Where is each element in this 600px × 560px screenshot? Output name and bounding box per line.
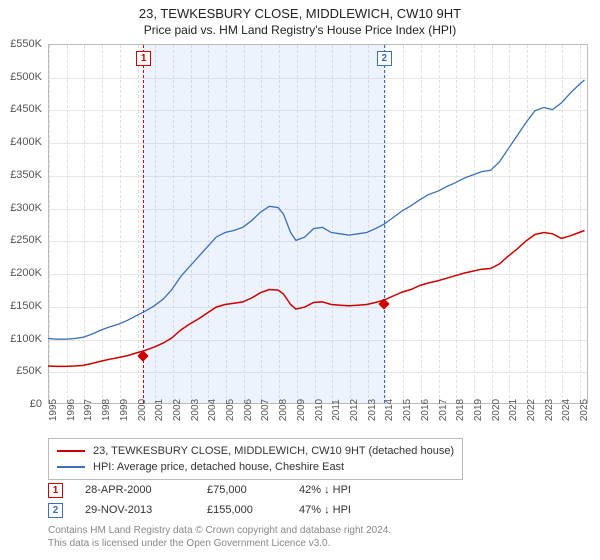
y-axis-label: £350K <box>10 169 42 181</box>
transaction-row: 2 29-NOV-2013 £155,000 47% ↓ HPI <box>48 500 389 520</box>
x-axis-label: 2012 <box>349 399 360 421</box>
x-axis-label: 2017 <box>438 399 449 421</box>
x-axis-label: 2016 <box>420 399 431 421</box>
x-axis-label: 1997 <box>83 399 94 421</box>
y-axis-label: £250K <box>10 234 42 246</box>
x-axis-label: 2013 <box>367 399 378 421</box>
x-axis-label: 1999 <box>119 399 130 421</box>
x-axis-label: 2023 <box>544 399 555 421</box>
plot-area: 12 £0£50K£100K£150K£200K£250K£300K£350K£… <box>48 44 588 404</box>
x-axis-label: 2007 <box>260 399 271 421</box>
x-axis-label: 2004 <box>207 399 218 421</box>
x-axis-label: 1995 <box>48 399 59 421</box>
transaction-date: 28-APR-2000 <box>85 484 185 496</box>
y-axis-label: £100K <box>10 333 42 345</box>
x-axis-label: 2015 <box>402 399 413 421</box>
x-axis-label: 2006 <box>243 399 254 421</box>
y-axis-label: £500K <box>10 71 42 83</box>
x-axis-label: 2014 <box>384 399 395 421</box>
x-axis-label: 2008 <box>278 399 289 421</box>
chart-titles: 23, TEWKESBURY CLOSE, MIDDLEWICH, CW10 9… <box>0 0 600 39</box>
transaction-row: 1 28-APR-2000 £75,000 42% ↓ HPI <box>48 480 389 500</box>
y-axis-label: £400K <box>10 136 42 148</box>
x-axis-label: 2005 <box>225 399 236 421</box>
legend-item: HPI: Average price, detached house, Ches… <box>57 459 454 475</box>
legend-swatch <box>57 450 85 452</box>
series-line-price_paid <box>48 231 585 367</box>
transaction-marker-box: 1 <box>48 483 63 498</box>
series-line-hpi <box>48 80 585 339</box>
y-axis-label: £150K <box>10 300 42 312</box>
x-axis-label: 2001 <box>154 399 165 421</box>
x-axis-label: 2010 <box>314 399 325 421</box>
y-axis-label: £300K <box>10 202 42 214</box>
y-axis-label: £200K <box>10 267 42 279</box>
x-axis-label: 2011 <box>331 399 342 421</box>
x-axis-label: 2020 <box>491 399 502 421</box>
transaction-list: 1 28-APR-2000 £75,000 42% ↓ HPI 2 29-NOV-2013… <box>48 480 389 520</box>
transaction-date: 29-NOV-2013 <box>85 504 185 516</box>
x-axis-label: 2019 <box>473 399 484 421</box>
chart-container: 23, TEWKESBURY CLOSE, MIDDLEWICH, CW10 9… <box>0 0 600 560</box>
transaction-hpi-delta: 47% ↓ HPI <box>299 504 389 516</box>
x-axis-label: 2025 <box>579 399 590 421</box>
x-axis-label: 1996 <box>66 399 77 421</box>
footer-line2: This data is licensed under the Open Gov… <box>48 537 391 550</box>
y-axis-label: £50K <box>16 365 42 377</box>
footer-line1: Contains HM Land Registry data © Crown c… <box>48 524 391 537</box>
legend-swatch <box>57 466 85 468</box>
transaction-hpi-delta: 42% ↓ HPI <box>299 484 389 496</box>
legend: 23, TEWKESBURY CLOSE, MIDDLEWICH, CW10 9… <box>48 438 463 480</box>
legend-label: HPI: Average price, detached house, Ches… <box>93 461 344 473</box>
transaction-price: £75,000 <box>207 484 277 496</box>
y-axis-label: £0 <box>30 398 42 410</box>
x-axis-label: 2000 <box>137 399 148 421</box>
y-axis-label: £450K <box>10 103 42 115</box>
attribution-footer: Contains HM Land Registry data © Crown c… <box>48 524 391 550</box>
x-axis-label: 2003 <box>190 399 201 421</box>
x-axis-label: 2024 <box>561 399 572 421</box>
chart-title-address: 23, TEWKESBURY CLOSE, MIDDLEWICH, CW10 9… <box>20 6 580 21</box>
series-svg <box>48 44 588 404</box>
chart-subtitle: Price paid vs. HM Land Registry's House … <box>20 23 580 37</box>
y-axis-label: £550K <box>10 38 42 50</box>
legend-label: 23, TEWKESBURY CLOSE, MIDDLEWICH, CW10 9… <box>93 445 454 457</box>
legend-item: 23, TEWKESBURY CLOSE, MIDDLEWICH, CW10 9… <box>57 443 454 459</box>
x-axis-label: 2002 <box>172 399 183 421</box>
x-axis-label: 2021 <box>508 399 519 421</box>
x-axis-label: 2009 <box>296 399 307 421</box>
transaction-price: £155,000 <box>207 504 277 516</box>
x-axis-label: 2018 <box>455 399 466 421</box>
x-axis-label: 1998 <box>101 399 112 421</box>
transaction-marker-box: 2 <box>48 503 63 518</box>
x-axis-label: 2022 <box>526 399 537 421</box>
